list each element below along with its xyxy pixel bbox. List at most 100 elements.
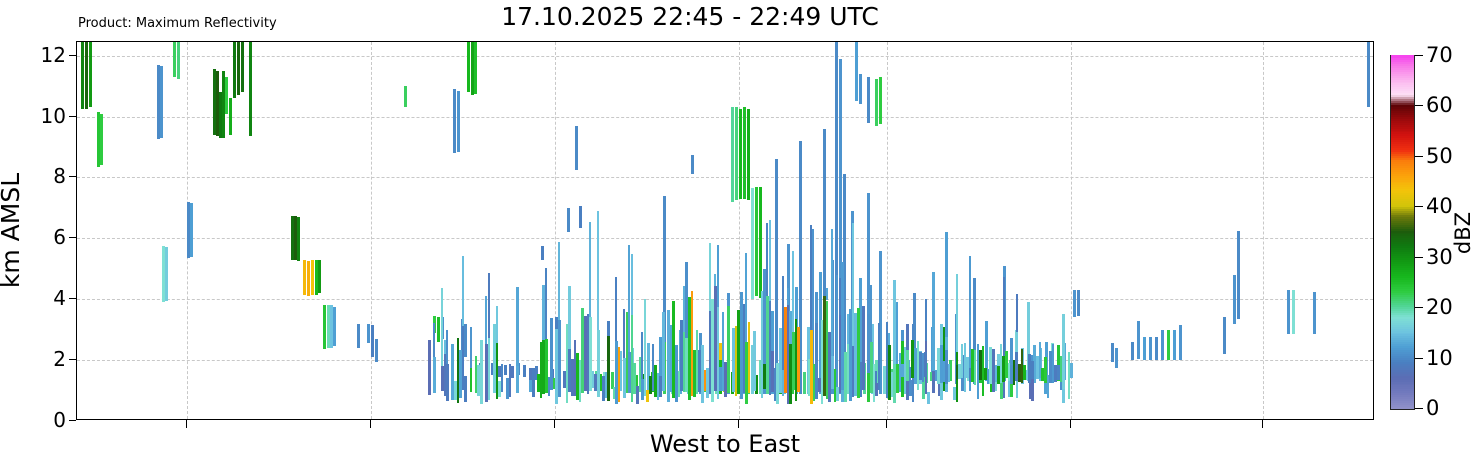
reflectivity-column-segment: [968, 255, 971, 316]
reflectivity-column-segment: [659, 375, 663, 398]
colorbar-band: [1391, 300, 1414, 304]
reflectivity-column-segment: [1161, 329, 1165, 361]
reflectivity-column-segment: [375, 338, 379, 362]
colorbar-band: [1391, 55, 1414, 58]
reflectivity-column-segment: [879, 77, 883, 125]
reflectivity-column-segment: [532, 367, 535, 398]
reflectivity-column-segment: [1010, 337, 1013, 378]
colorbar-band: [1391, 196, 1414, 200]
reflectivity-column-segment: [751, 188, 755, 300]
reflectivity-column-segment: [831, 228, 834, 356]
reflectivity-column-segment: [797, 327, 800, 392]
reflectivity-column-segment: [677, 370, 681, 397]
colorbar-band: [1391, 262, 1414, 266]
colorbar-band: [1391, 80, 1414, 84]
reflectivity-column-segment: [859, 361, 863, 398]
reflectivity-column-segment: [508, 364, 512, 397]
colorbar-band: [1391, 164, 1414, 168]
reflectivity-column-segment: [315, 259, 319, 295]
reflectivity-column-segment: [685, 337, 689, 392]
reflectivity-column-segment: [775, 159, 779, 394]
reflectivity-column-segment: [461, 325, 465, 391]
reflectivity-column-segment: [836, 274, 839, 387]
reflectivity-column-segment: [294, 215, 298, 260]
reflectivity-column-segment: [607, 321, 610, 336]
reflectivity-column-segment: [568, 349, 572, 392]
reflectivity-column-segment: [537, 374, 540, 393]
colorbar-band: [1391, 200, 1414, 204]
reflectivity-column-segment: [1010, 365, 1013, 385]
reflectivity-column-segment: [721, 311, 725, 392]
colorbar-band: [1391, 306, 1414, 309]
reflectivity-column-segment: [480, 340, 483, 404]
reflectivity-column-segment: [565, 323, 569, 403]
reflectivity-column-segment: [768, 301, 772, 395]
reflectivity-column-segment: [443, 340, 446, 354]
reflectivity-column-segment: [647, 343, 651, 394]
reflectivity-column-segment: [1067, 351, 1071, 400]
reflectivity-columns: [77, 42, 1373, 419]
reflectivity-column-segment: [589, 221, 592, 318]
reflectivity-column-segment: [1031, 375, 1034, 402]
colorbar-band: [1391, 139, 1414, 143]
reflectivity-column-segment: [927, 391, 930, 405]
x-tick-mark: [186, 420, 187, 428]
colorbar-band: [1391, 153, 1414, 157]
reflectivity-column-segment: [85, 42, 89, 109]
reflectivity-column-segment: [575, 125, 579, 170]
colorbar-band: [1391, 106, 1414, 109]
reflectivity-column-segment: [875, 370, 878, 383]
reflectivity-column-segment: [895, 302, 899, 382]
reflectivity-column-segment: [955, 274, 958, 352]
reflectivity-column-segment: [651, 343, 655, 391]
reflectivity-column-segment: [680, 320, 683, 391]
reflectivity-column-segment: [903, 369, 907, 394]
reflectivity-column-segment: [719, 343, 723, 361]
reflectivity-column-segment: [1018, 364, 1021, 382]
reflectivity-column-segment: [190, 203, 194, 257]
reflectivity-column-segment: [989, 376, 993, 393]
reflectivity-column-segment: [1237, 230, 1241, 319]
colorbar-band: [1391, 398, 1414, 402]
colorbar-band: [1391, 374, 1414, 378]
colorbar-band: [1391, 210, 1414, 213]
reflectivity-column-segment: [994, 364, 998, 382]
reflectivity-column-segment: [871, 323, 875, 394]
colorbar-band: [1391, 302, 1414, 306]
reflectivity-column-segment: [953, 387, 956, 400]
colorbar-band: [1391, 113, 1414, 117]
reflectivity-column-segment: [849, 309, 852, 401]
colorbar-band: [1391, 268, 1414, 272]
colorbar-band: [1391, 353, 1414, 357]
colorbar-tick-label: 30: [1426, 244, 1453, 269]
colorbar-tick-label: 0: [1426, 396, 1440, 420]
reflectivity-column-segment: [323, 305, 327, 350]
colorbar-band: [1391, 178, 1414, 182]
reflectivity-column-segment: [841, 389, 845, 403]
colorbar-band: [1391, 151, 1414, 155]
reflectivity-column-segment: [1041, 368, 1045, 381]
colorbar-band: [1391, 329, 1414, 333]
reflectivity-column-segment: [759, 360, 763, 394]
reflectivity-column-segment: [1059, 356, 1063, 382]
reflectivity-column-segment: [763, 268, 767, 394]
reflectivity-column-segment: [786, 287, 789, 305]
reflectivity-column-segment: [563, 370, 567, 388]
reflectivity-column-segment: [464, 323, 468, 358]
reflectivity-column-segment: [825, 288, 828, 301]
reflectivity-column-segment: [906, 349, 909, 381]
reflectivity-column-segment: [1027, 302, 1031, 382]
reflectivity-column-segment: [433, 323, 436, 358]
colorbar-band: [1391, 174, 1414, 178]
reflectivity-column-segment: [968, 315, 972, 392]
colorbar-band: [1391, 341, 1414, 345]
reflectivity-column-segment: [812, 363, 816, 402]
reflectivity-column-segment: [937, 384, 941, 396]
reflectivity-column-segment: [495, 306, 498, 344]
reflectivity-column-segment: [541, 245, 545, 260]
reflectivity-column-segment: [781, 370, 785, 396]
colorbar-band: [1391, 296, 1414, 300]
reflectivity-column-segment: [747, 321, 751, 394]
colorbar-band: [1391, 184, 1414, 188]
reflectivity-column-segment: [745, 253, 748, 343]
